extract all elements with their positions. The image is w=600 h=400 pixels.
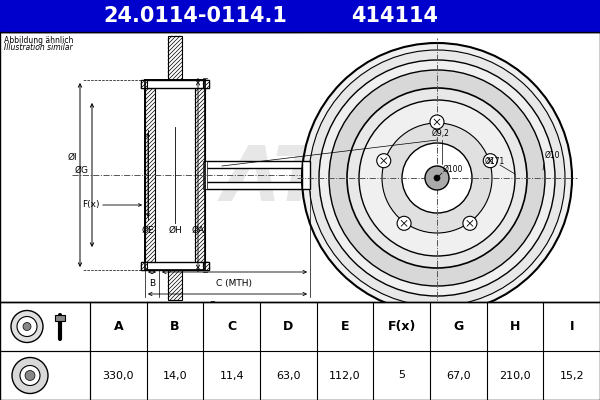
Circle shape bbox=[347, 88, 527, 268]
Bar bbox=[205, 182, 310, 189]
Text: Ø171: Ø171 bbox=[485, 157, 505, 166]
Text: A: A bbox=[113, 320, 123, 333]
Circle shape bbox=[382, 123, 492, 233]
Text: E: E bbox=[341, 320, 349, 333]
Bar bbox=[145, 80, 205, 270]
Bar bbox=[141, 262, 209, 270]
Circle shape bbox=[17, 316, 37, 336]
Text: ØA: ØA bbox=[191, 226, 205, 234]
Text: D: D bbox=[283, 320, 293, 333]
Circle shape bbox=[23, 322, 31, 330]
Circle shape bbox=[25, 370, 35, 380]
Text: G: G bbox=[453, 320, 463, 333]
Text: Ø100: Ø100 bbox=[443, 165, 463, 174]
Bar bbox=[0, 302, 600, 400]
Bar bbox=[203, 80, 209, 88]
Bar bbox=[145, 88, 155, 262]
Circle shape bbox=[319, 60, 555, 296]
Circle shape bbox=[12, 358, 48, 394]
Circle shape bbox=[397, 216, 411, 230]
Bar bbox=[141, 262, 147, 270]
Bar bbox=[203, 161, 207, 189]
Text: 15,2: 15,2 bbox=[559, 370, 584, 380]
Circle shape bbox=[359, 100, 515, 256]
Text: 24.0114-0114.1: 24.0114-0114.1 bbox=[103, 6, 287, 26]
Bar bbox=[0, 0, 600, 32]
Text: H: H bbox=[510, 320, 520, 333]
Text: C (MTH): C (MTH) bbox=[217, 279, 253, 288]
Circle shape bbox=[430, 115, 444, 129]
Text: 5: 5 bbox=[398, 370, 405, 380]
Text: Ø9,2: Ø9,2 bbox=[432, 129, 450, 138]
Text: 67,0: 67,0 bbox=[446, 370, 470, 380]
Text: Ø10: Ø10 bbox=[545, 151, 560, 160]
Circle shape bbox=[302, 43, 572, 313]
Text: B: B bbox=[170, 320, 180, 333]
Text: 14,0: 14,0 bbox=[163, 370, 187, 380]
Text: ØI: ØI bbox=[67, 152, 77, 162]
Text: B: B bbox=[149, 279, 155, 288]
Text: Abbildung ähnlich: Abbildung ähnlich bbox=[4, 36, 73, 45]
Circle shape bbox=[425, 166, 449, 190]
Bar bbox=[55, 314, 65, 320]
Bar bbox=[141, 80, 147, 88]
Text: D: D bbox=[209, 301, 216, 310]
Text: Illustration similar: Illustration similar bbox=[4, 43, 73, 52]
Bar bbox=[70, 34, 320, 302]
Text: 330,0: 330,0 bbox=[103, 370, 134, 380]
Text: F(x): F(x) bbox=[388, 320, 416, 333]
Bar bbox=[203, 262, 209, 270]
Bar bbox=[168, 36, 182, 80]
Bar bbox=[195, 88, 205, 262]
Bar bbox=[0, 32, 600, 302]
Text: 414114: 414114 bbox=[352, 6, 439, 26]
Text: ØG: ØG bbox=[75, 166, 89, 174]
Circle shape bbox=[434, 175, 440, 181]
Bar bbox=[302, 161, 310, 189]
Bar bbox=[0, 34, 600, 302]
Text: 210,0: 210,0 bbox=[499, 370, 531, 380]
Text: ØE: ØE bbox=[142, 226, 154, 234]
Circle shape bbox=[11, 310, 43, 342]
Circle shape bbox=[309, 50, 565, 306]
Bar bbox=[300, 34, 600, 302]
Bar bbox=[168, 270, 182, 300]
Circle shape bbox=[20, 366, 40, 386]
Circle shape bbox=[377, 154, 391, 168]
Bar bbox=[145, 80, 205, 270]
Circle shape bbox=[463, 216, 477, 230]
Text: ATE: ATE bbox=[222, 143, 378, 217]
Circle shape bbox=[329, 70, 545, 286]
Text: I: I bbox=[569, 320, 574, 333]
Circle shape bbox=[483, 154, 497, 168]
Bar bbox=[205, 161, 310, 168]
Text: 112,0: 112,0 bbox=[329, 370, 361, 380]
Text: C: C bbox=[227, 320, 236, 333]
Text: 11,4: 11,4 bbox=[220, 370, 244, 380]
Text: ØH: ØH bbox=[168, 226, 182, 234]
Text: 63,0: 63,0 bbox=[276, 370, 301, 380]
Text: F(x): F(x) bbox=[83, 200, 100, 210]
Circle shape bbox=[402, 143, 472, 213]
Bar bbox=[141, 80, 209, 88]
